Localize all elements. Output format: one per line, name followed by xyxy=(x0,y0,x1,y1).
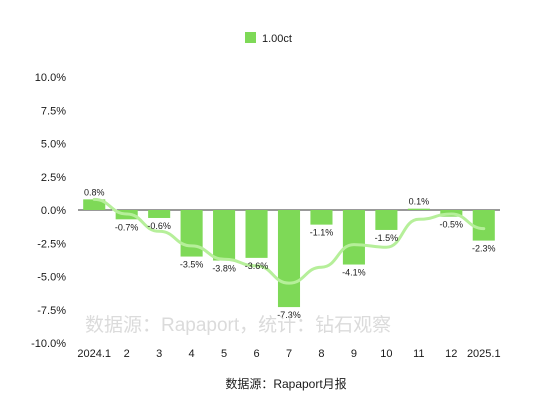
y-tick-label: 0.0% xyxy=(41,205,66,217)
y-tick-label: -7.5% xyxy=(37,305,66,317)
data-labels: 0.8% -0.7% -0.6% -3.5% -3.8% -3.6% -7.3% -1.1% -… xyxy=(84,187,496,320)
data-label: -1.1% xyxy=(310,228,334,238)
bar xyxy=(148,210,171,218)
data-label: -3.6% xyxy=(245,261,269,271)
y-tick-label: 5.0% xyxy=(41,139,66,151)
x-tick-label: 5 xyxy=(221,348,227,360)
x-tick-label: 9 xyxy=(351,348,357,360)
data-label: -0.6% xyxy=(147,221,171,231)
data-label: 0.1% xyxy=(409,197,430,207)
bar xyxy=(180,210,203,257)
data-label: -4.1% xyxy=(342,268,366,278)
legend: 1.00ct xyxy=(245,32,292,45)
bar xyxy=(277,210,301,308)
data-label: -1.5% xyxy=(375,233,399,243)
bar xyxy=(472,210,495,241)
x-tick-label: 2024.1 xyxy=(77,348,111,360)
x-axis-ticks: 2024.1 2 3 4 5 6 7 8 9 10 11 12 2025.1 xyxy=(77,348,500,360)
bars xyxy=(83,199,495,308)
y-tick-label: 10.0% xyxy=(35,72,66,84)
bar xyxy=(83,199,106,210)
legend-label: 1.00ct xyxy=(262,33,292,45)
x-tick-label: 3 xyxy=(156,348,162,360)
data-label: -3.5% xyxy=(180,260,204,270)
x-tick-label: 2 xyxy=(124,348,130,360)
data-label: -2.3% xyxy=(472,244,496,254)
x-tick-label: 4 xyxy=(189,348,195,360)
bar xyxy=(342,210,365,265)
y-axis-ticks: 10.0% 7.5% 5.0% 2.5% 0.0% -2.5% -5.0% -7.5% -10.… xyxy=(31,72,66,350)
bar xyxy=(245,210,268,258)
bar xyxy=(407,208,430,210)
x-tick-label: 10 xyxy=(380,348,392,360)
data-label: -0.7% xyxy=(115,222,139,232)
bar xyxy=(310,210,333,225)
x-tick-label: 6 xyxy=(253,348,259,360)
x-tick-label: 8 xyxy=(318,348,324,360)
y-tick-label: -10.0% xyxy=(31,338,66,350)
y-tick-label: 2.5% xyxy=(41,172,66,184)
x-tick-label: 12 xyxy=(445,348,457,360)
y-tick-label: -5.0% xyxy=(37,272,66,284)
x-tick-label: 11 xyxy=(413,348,424,360)
legend-swatch xyxy=(245,32,256,43)
data-label: 0.8% xyxy=(84,187,105,197)
y-tick-label: 7.5% xyxy=(41,105,66,117)
bar xyxy=(213,210,236,261)
trend-line xyxy=(92,197,486,285)
data-label: -7.3% xyxy=(277,310,301,320)
data-label: -3.8% xyxy=(212,264,236,274)
bar xyxy=(375,210,398,230)
source-note: 数据源：Rapaport月报 xyxy=(225,376,346,391)
watermark: 数据源：Rapaport，统计：钻石观察 xyxy=(85,314,391,336)
x-tick-label: 7 xyxy=(286,348,292,360)
data-label: -0.5% xyxy=(440,220,464,230)
y-tick-label: -2.5% xyxy=(37,238,66,250)
x-tick-label: 2025.1 xyxy=(467,348,501,360)
